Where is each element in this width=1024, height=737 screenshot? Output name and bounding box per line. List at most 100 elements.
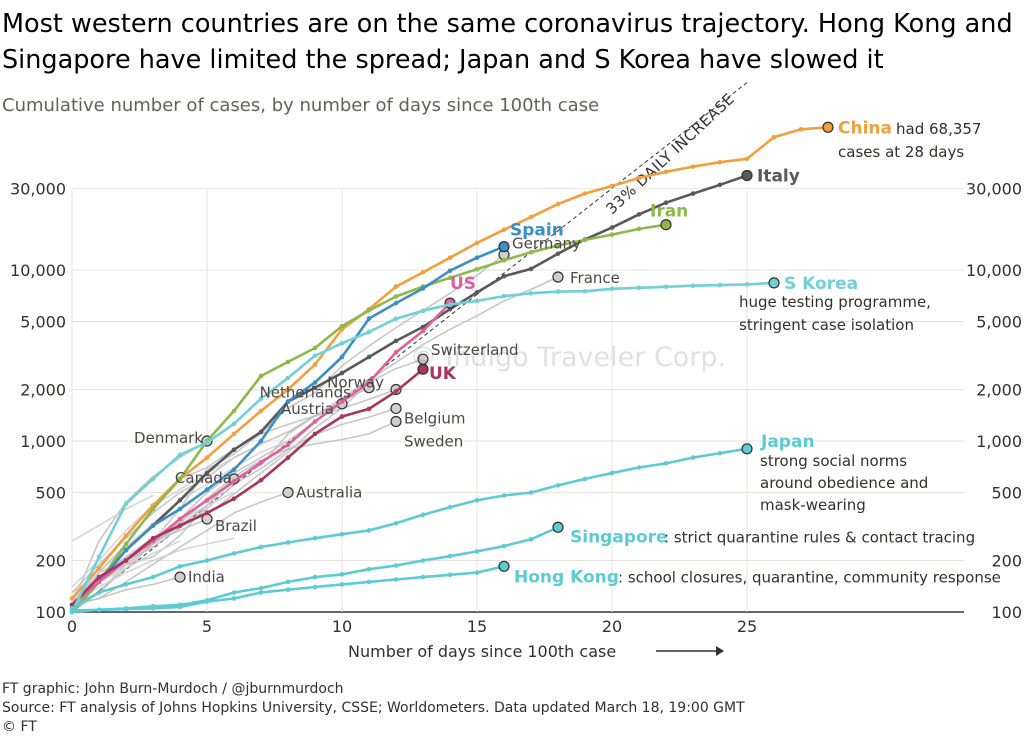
data-point-spain [204,487,210,492]
data-point-italy [690,191,696,196]
data-point-singapore [420,558,426,563]
data-point-japan [582,476,588,482]
data-point-china [771,134,777,140]
series-label-germany: Germany [512,235,581,253]
reference-line-label: 33% DAILY INCREASE [602,90,738,218]
end-point-uk [417,363,429,375]
data-point-uk [150,535,156,541]
data-point-us [204,498,210,503]
china-note: had 68,357 [896,120,981,138]
data-point-japan [636,465,642,470]
japan-note: around obedience and [760,474,928,492]
data-point-china [231,431,237,437]
x-tick-label: 25 [737,617,757,636]
series-label-norway: Norway [327,374,384,392]
data-point-korea [474,298,480,304]
data-point-china [96,566,102,571]
data-point-china [744,156,750,162]
y-tick-label: 1,000 [976,432,1022,451]
data-point-japan [690,455,696,460]
series-line-australia [71,491,289,606]
data-point-japan [339,531,345,537]
y-tick-label: 100 [35,603,66,622]
series-label-singapore: Singapore [570,527,668,547]
footer-copyright: © FT [2,719,37,735]
data-point-italy [501,273,507,279]
series-label-italy: Italy [757,166,800,186]
data-point-hongkong [366,579,372,585]
data-point-china [555,201,561,207]
series-line-italy [71,174,748,613]
chart-title: Most western countries are on the same c… [2,9,1013,75]
data-point-china [123,533,129,538]
data-point-china [474,240,480,246]
data-point-italy [528,266,534,272]
data-point-uk [312,431,318,437]
data-point-italy [339,370,345,376]
series-label-australia: Australia [296,483,362,501]
y-tick-label: 200 [35,552,66,571]
y-tick-label: 2,000 [976,381,1022,400]
data-point-japan [501,493,507,498]
data-point-us [393,350,399,355]
data-point-us [285,442,291,448]
y-tick-label: 5,000 [976,312,1022,331]
data-point-hongkong [393,577,399,582]
data-point-korea [717,282,723,288]
data-point-korea [258,396,264,401]
korea-note: huge testing programme, [739,293,931,311]
chart-subtitle: Cumulative number of cases, by number of… [2,95,600,116]
data-point-iran [312,345,318,351]
y-tick-label: 1,000 [20,432,66,451]
data-point-italy [258,429,264,435]
data-point-uk [231,496,237,501]
series-line-other3 [71,494,154,542]
data-point-iran [447,275,453,281]
data-point-japan [312,535,318,541]
series-label-uk: UK [429,364,457,384]
data-point-uk [69,602,75,608]
data-point-japan [663,461,669,466]
series-label-hongkong: Hong Kong [514,567,619,587]
end-point-india [174,571,186,583]
data-point-spain [231,467,237,472]
data-point-us [312,419,318,424]
data-point-iran [501,257,507,263]
series-label-india: India [188,568,225,586]
japan-note: mask-wearing [760,496,866,514]
data-point-china [663,169,669,175]
data-point-hongkong [150,606,156,611]
data-point-korea [177,452,183,458]
data-point-italy [717,182,723,188]
data-point-korea [204,440,210,445]
y-axis-left: 100 200 500 1,000 2,000 5,000 10,000 30,000 [10,179,66,622]
series-line-denmark [71,440,208,606]
data-point-korea [555,289,561,294]
series-label-korea: S Korea [784,274,858,294]
x-tick-label: 20 [602,617,622,636]
data-point-us [258,460,264,465]
data-point-iran [528,249,534,255]
end-point-china [822,121,834,133]
series-label-spain: Spain [510,221,564,241]
data-point-italy [636,212,642,217]
data-point-hongkong [285,587,291,593]
data-point-italy [366,354,372,360]
data-point-italy [393,338,399,344]
data-point-korea [312,353,318,359]
singapore-note: : strict quarantine rules & contact trac… [664,528,975,546]
data-point-japan [204,558,210,563]
footer-source: Source: FT analysis of Johns Hopkins Uni… [2,700,745,716]
data-point-korea [609,286,615,292]
data-point-uk [123,558,129,563]
data-point-hongkong [177,604,183,610]
data-point-uk [204,510,210,516]
data-point-singapore [366,566,372,572]
data-point-uk [366,406,372,412]
data-point-spain [474,255,480,261]
y-axis-right: 100 200 500 1,000 2,000 5,000 10,000 30,000 [966,179,1022,622]
data-point-italy [204,470,210,476]
data-point-iran [339,323,345,329]
data-point-korea [285,375,291,381]
data-point-singapore [312,574,318,580]
